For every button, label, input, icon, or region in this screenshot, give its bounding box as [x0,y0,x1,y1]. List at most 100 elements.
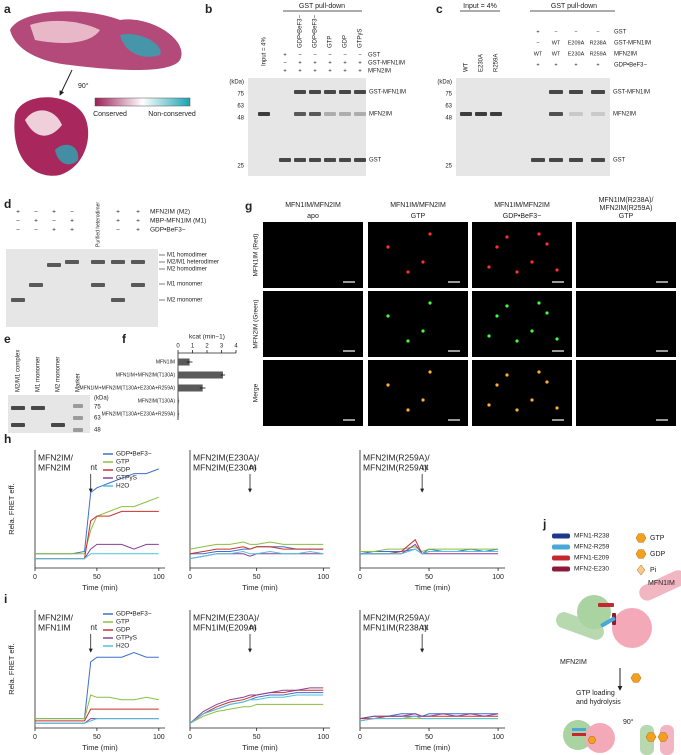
annotation: nt [250,623,257,632]
chart-title: MFN2IM(R259A) [363,462,427,472]
fluorescent-spot [487,334,491,338]
panel-label: c [436,2,443,16]
label: + [596,62,599,68]
trace [189,541,324,550]
annotation: nt [90,623,97,632]
fluorescent-spot [428,370,432,374]
fluorescent-spot [386,314,390,318]
residue-mark [598,603,614,607]
fluorescent-spot [428,232,432,236]
x-tick-label: 50 [253,734,261,741]
residue-mark [600,616,616,628]
fluorescent-spot [495,314,499,318]
x-tick-label: 50 [93,734,101,741]
gel-band [324,158,336,162]
axis-title: kcat (min−1) [189,334,225,341]
label: 75 [237,92,244,98]
trace [35,718,159,724]
chart-title: MFN2IM(R259A)/ [363,612,430,622]
fluorescent-spot [555,337,559,341]
fluorescent-spot [505,304,509,308]
micrograph [368,360,468,426]
panel-label: f [122,332,127,346]
axis-title: Time (min) [242,743,278,752]
label: + [136,227,140,234]
label: MFN2IM [369,112,392,118]
legend-label: GTP [116,619,129,626]
legend-label: MFN2-R259 [574,544,610,551]
label: R259A [590,51,607,57]
gel-band [531,158,545,162]
label: GDP•BeF3− [298,15,304,48]
label: 25 [445,164,452,170]
label: E230A [479,54,485,72]
label: M2/M1 complex [16,350,22,392]
domain-shape [556,612,604,640]
label: GTP [650,535,665,542]
fluorescent-spot [421,260,425,264]
gel-band [569,158,583,162]
label: MFN2IM (M2) [150,209,190,216]
gel-band [51,423,65,427]
residue-mark [572,728,586,731]
label: MFN2IM [614,52,637,58]
label: − [358,53,362,59]
protein-surface-patch [55,144,79,165]
gel-band [591,90,605,94]
label: Non-conserved [148,111,196,118]
trace [35,708,159,722]
x-tick-label: 100 [153,574,165,581]
label: GST pull-down [299,3,345,10]
gel-band [73,428,83,432]
chart-title: MFN2IM(E230A) [193,462,257,472]
x-tick-label: 4 [234,344,238,350]
trace [189,687,324,724]
label: − [16,218,20,225]
axis-title: Rela. FRET eff. [7,483,16,534]
label: Pi [650,567,657,574]
y-tick-label: MFN1IM [156,359,175,365]
axis-title: Time (min) [82,583,118,592]
label: GTP [328,36,334,48]
label: + [16,209,20,216]
fluorescent-spot [505,373,509,377]
chart-title: MFN2IM(E230A)/ [193,452,260,462]
label: 63 [445,104,452,110]
gel-band [73,404,83,408]
label: + [313,61,317,67]
label: GTP [411,213,426,220]
chart-title: MFN1IM(R238A) [363,622,427,632]
legend-swatch [552,533,570,539]
label: E230A [568,51,585,57]
label: MBP-MFN1IM (M1) [150,218,206,225]
gel-band [354,90,366,94]
fluorescent-spot [545,242,549,246]
label: + [358,61,362,67]
label: + [328,61,332,67]
label: Conserved [93,111,127,118]
label: MFN1IM(R238A)/ [599,197,654,204]
trace [35,543,159,560]
panel-label: e [4,332,11,346]
label: M2/M1 heterodimer [167,260,219,266]
fluorescent-spot [545,380,549,384]
gel-band [294,112,306,116]
legend-label: GDP•BeF3− [116,611,152,618]
label: − [298,53,302,59]
fluorescent-spot [537,301,541,305]
label: GST pull-down [551,3,597,10]
trace [360,546,499,553]
fluorescent-spot [555,268,559,272]
label: + [298,61,302,67]
label: WT [534,51,543,57]
nucleotide-icon [587,736,597,744]
label: + [536,29,539,35]
micrograph [263,291,363,357]
gel-band [309,90,321,94]
x-tick-label: 50 [253,574,261,581]
fluorescent-spot [515,408,519,412]
trace [35,496,159,555]
label: + [554,62,557,68]
gel-band [324,90,336,94]
